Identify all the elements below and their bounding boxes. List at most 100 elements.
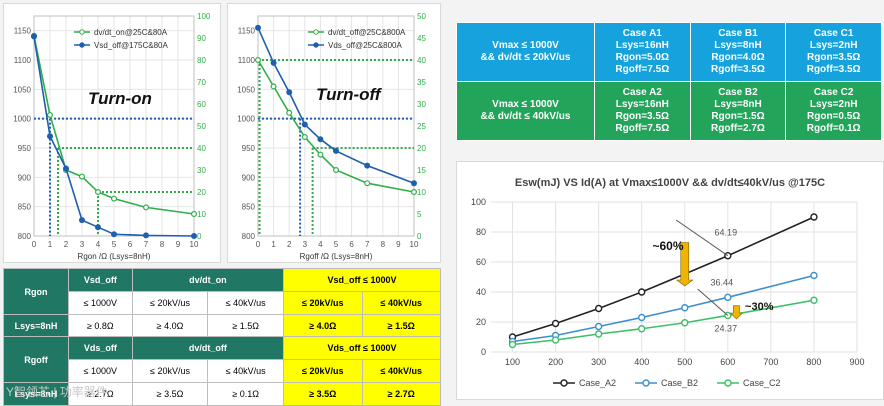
series-line — [33, 36, 195, 237]
rgoff-vds-limit-header: Vds_off ≤ 1000V — [283, 336, 441, 360]
left-tick-label: 800 — [18, 232, 32, 241]
x-tick-label: 0 — [32, 240, 37, 249]
data-point — [364, 162, 371, 169]
rgon-cell: ≤ 40kV/us — [361, 291, 441, 315]
rgon-cell: ≥ 0.8Ω — [68, 314, 133, 338]
rgon-dvdt-header: dv/dt_on — [131, 268, 285, 292]
data-point — [110, 231, 117, 238]
legend-label: Case_B2 — [661, 378, 698, 388]
rgoff-table: Rgoff Vds_off dv/dt_off Vds_off ≤ 1000V … — [3, 336, 441, 406]
data-point — [317, 136, 324, 143]
data-point — [62, 165, 69, 172]
left-tick-label: 850 — [242, 203, 256, 212]
data-point — [31, 33, 38, 40]
plot-frame — [257, 15, 415, 237]
annotation-line — [697, 288, 729, 316]
rgon-cell: ≤ 20kV/us — [131, 291, 209, 315]
legend-label: Case_A2 — [579, 378, 616, 388]
case-a1: Case A1 Lsys=16nH Rgon=5.0Ω Rgoff=7.5Ω — [594, 22, 691, 82]
left-tick-label: 1150 — [238, 27, 256, 36]
x-tick-label: 6 — [349, 240, 354, 249]
legend-label: Case_C2 — [743, 378, 781, 388]
x-tick-label: 8 — [381, 240, 386, 249]
right-tick-label: 0 — [417, 232, 422, 241]
legend-marker — [313, 42, 319, 48]
esw-chart: Esw(mJ) VS Id(A) at Vmax≤1000V && dv/dt≤… — [471, 177, 865, 388]
x-tick-label: 1 — [48, 240, 53, 249]
legend-marker — [560, 379, 568, 387]
right-tick-label: 45 — [417, 34, 426, 43]
data-point — [255, 24, 262, 31]
rgoff-cell: ≤ 40kV/us — [207, 359, 285, 383]
turn-on-chart-panel: 1150 1100 1050 1000 950 900 850 800 100 90 80 70 60 5… — [3, 3, 221, 263]
left-tick-label: 1050 — [13, 85, 31, 94]
chart-label: Turn-on — [88, 89, 152, 108]
data-point — [681, 319, 689, 327]
left-tick-label: 1100 — [14, 56, 32, 65]
y-tick-label: 100 — [471, 197, 486, 207]
left-tick-label: 850 — [18, 203, 32, 212]
x-tick-label: 0 — [256, 240, 261, 249]
case-b2: Case B2 Lsys=8nH Rgon=1.5Ω Rgoff=2.7Ω — [689, 81, 787, 141]
series-line — [512, 216, 815, 338]
x-tick-label: 900 — [849, 357, 864, 367]
rgoff-dvdt-header: dv/dt_off — [131, 336, 285, 360]
data-point — [638, 325, 646, 333]
x-tick-label: 8 — [160, 240, 165, 249]
cases-table: Vmax ≤ 1000V && dv/dt ≤ 20kV/us Case A1 … — [456, 22, 882, 141]
x-tick-label: 6 — [128, 240, 133, 249]
series-line — [257, 27, 415, 184]
x-tick-label: 500 — [677, 357, 692, 367]
data-point — [332, 147, 339, 154]
left-tick-label: 950 — [242, 144, 256, 153]
rgon-cell: ≥ 1.5Ω — [207, 314, 285, 338]
x-tick-label: 10 — [410, 240, 419, 249]
legend-label: Vsd_off@175C&80A — [94, 41, 168, 50]
x-tick-label: 5 — [334, 240, 339, 249]
legend-label: Vds_off@25C&800A — [328, 41, 402, 50]
x-tick-label: 3 — [80, 240, 85, 249]
case-b1: Case B1 Lsys=8nH Rgon=4.0Ω Rgoff=3.5Ω — [689, 22, 787, 82]
series-line — [33, 35, 195, 215]
y-tick-label: 80 — [476, 227, 486, 237]
rgon-table: Rgon Vsd_off dv/dt_on Vsd_off ≤ 1000V ≤ … — [3, 268, 441, 338]
x-tick-label: 800 — [806, 357, 821, 367]
y-tick-label: 40 — [476, 287, 486, 297]
chart-label: Turn-off — [316, 85, 383, 104]
x-tick-label: 7 — [365, 240, 370, 249]
left-tick-label: 800 — [242, 232, 256, 241]
data-point — [143, 232, 150, 239]
reduction-label: ~60% — [652, 239, 683, 253]
rgon-cell: ≤ 20kV/us — [283, 291, 363, 315]
x-tick-label: 1 — [271, 240, 276, 249]
data-point — [551, 336, 560, 344]
x-tick-label: 9 — [396, 240, 401, 249]
rgon-vsd-header: Vsd_off — [68, 268, 133, 292]
right-tick-label: 100 — [197, 12, 211, 21]
data-point — [94, 224, 101, 231]
rgoff-vds-header: Vds_off — [68, 336, 133, 360]
right-tick-label: 10 — [417, 188, 426, 197]
data-point — [191, 233, 198, 240]
rgoff-cell: ≥ 2.7Ω — [361, 382, 441, 406]
left-tick-label: 1150 — [14, 27, 32, 36]
data-point — [638, 288, 646, 296]
data-point — [301, 134, 308, 141]
data-point — [508, 340, 517, 349]
esw-chart-panel: Esw(mJ) VS Id(A) at Vmax≤1000V && dv/dt≤… — [456, 161, 884, 400]
y-tick-label: 0 — [481, 347, 486, 357]
data-point — [332, 167, 339, 174]
x-tick-label: 4 — [96, 240, 101, 249]
x-tick-label: 9 — [176, 240, 181, 249]
esw-title: Esw(mJ) VS Id(A) at Vmax≤1000V && dv/dt≤… — [515, 177, 825, 189]
data-point — [411, 189, 418, 196]
turn-off-chart-panel: 1150 1100 1050 1000 950 900 850 800 50 45 40 35 30 25… — [227, 3, 441, 263]
value-label: 24.37 — [715, 323, 738, 333]
down-arrow-icon — [675, 242, 694, 287]
right-tick-label: 10 — [197, 210, 206, 219]
data-point — [594, 304, 603, 313]
rgon-cell: ≤ 1000V — [68, 291, 133, 315]
data-point — [286, 109, 293, 116]
legend-marker — [79, 29, 85, 35]
x-tick-label: 10 — [190, 240, 199, 249]
